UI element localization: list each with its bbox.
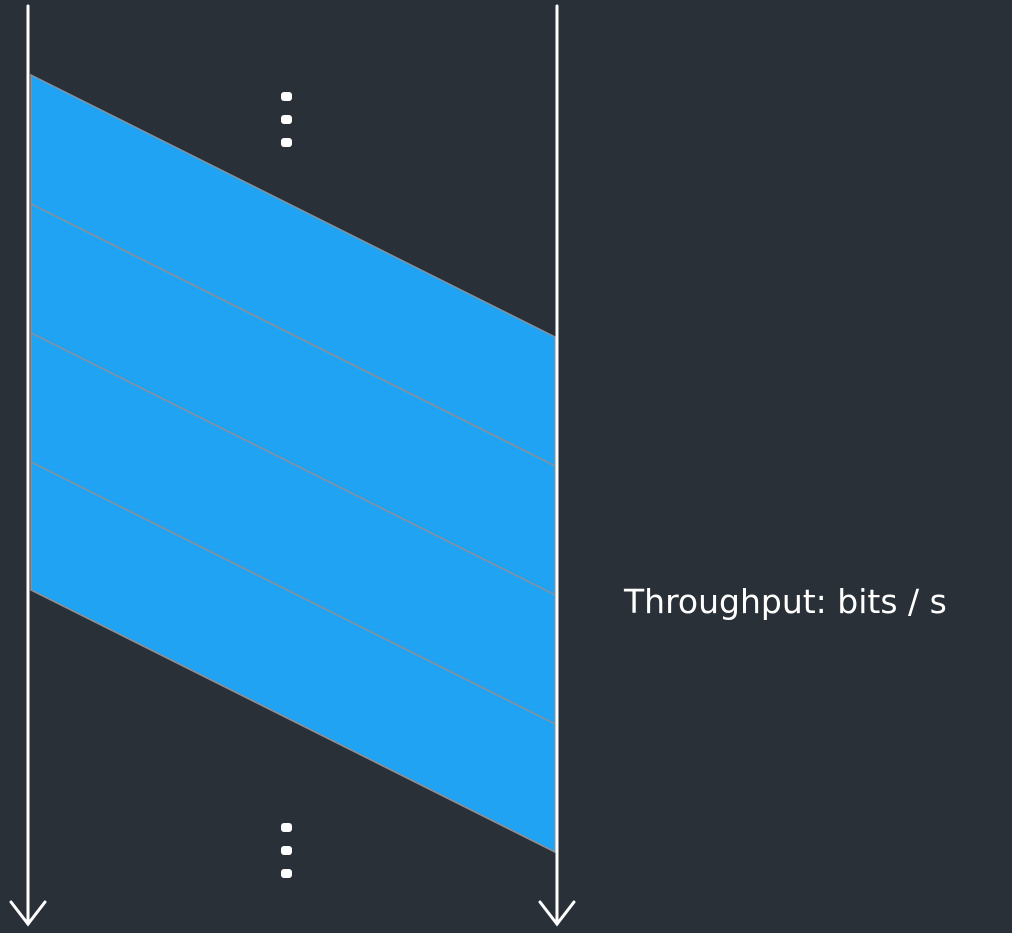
packet-divider-3 bbox=[30, 461, 556, 725]
receiver-timeline bbox=[538, 4, 576, 927]
packet-divider-2 bbox=[30, 332, 556, 596]
arrow-down-icon bbox=[9, 900, 47, 927]
arrow-down-icon bbox=[538, 900, 576, 927]
vertical-ellipsis-icon bbox=[281, 823, 292, 878]
packet-divider-1 bbox=[30, 203, 556, 467]
sender-timeline bbox=[9, 4, 47, 927]
vertical-ellipsis-icon bbox=[281, 92, 292, 147]
packet-dividers bbox=[30, 203, 556, 725]
throughput-label: Throughput: bits / s bbox=[624, 582, 947, 621]
